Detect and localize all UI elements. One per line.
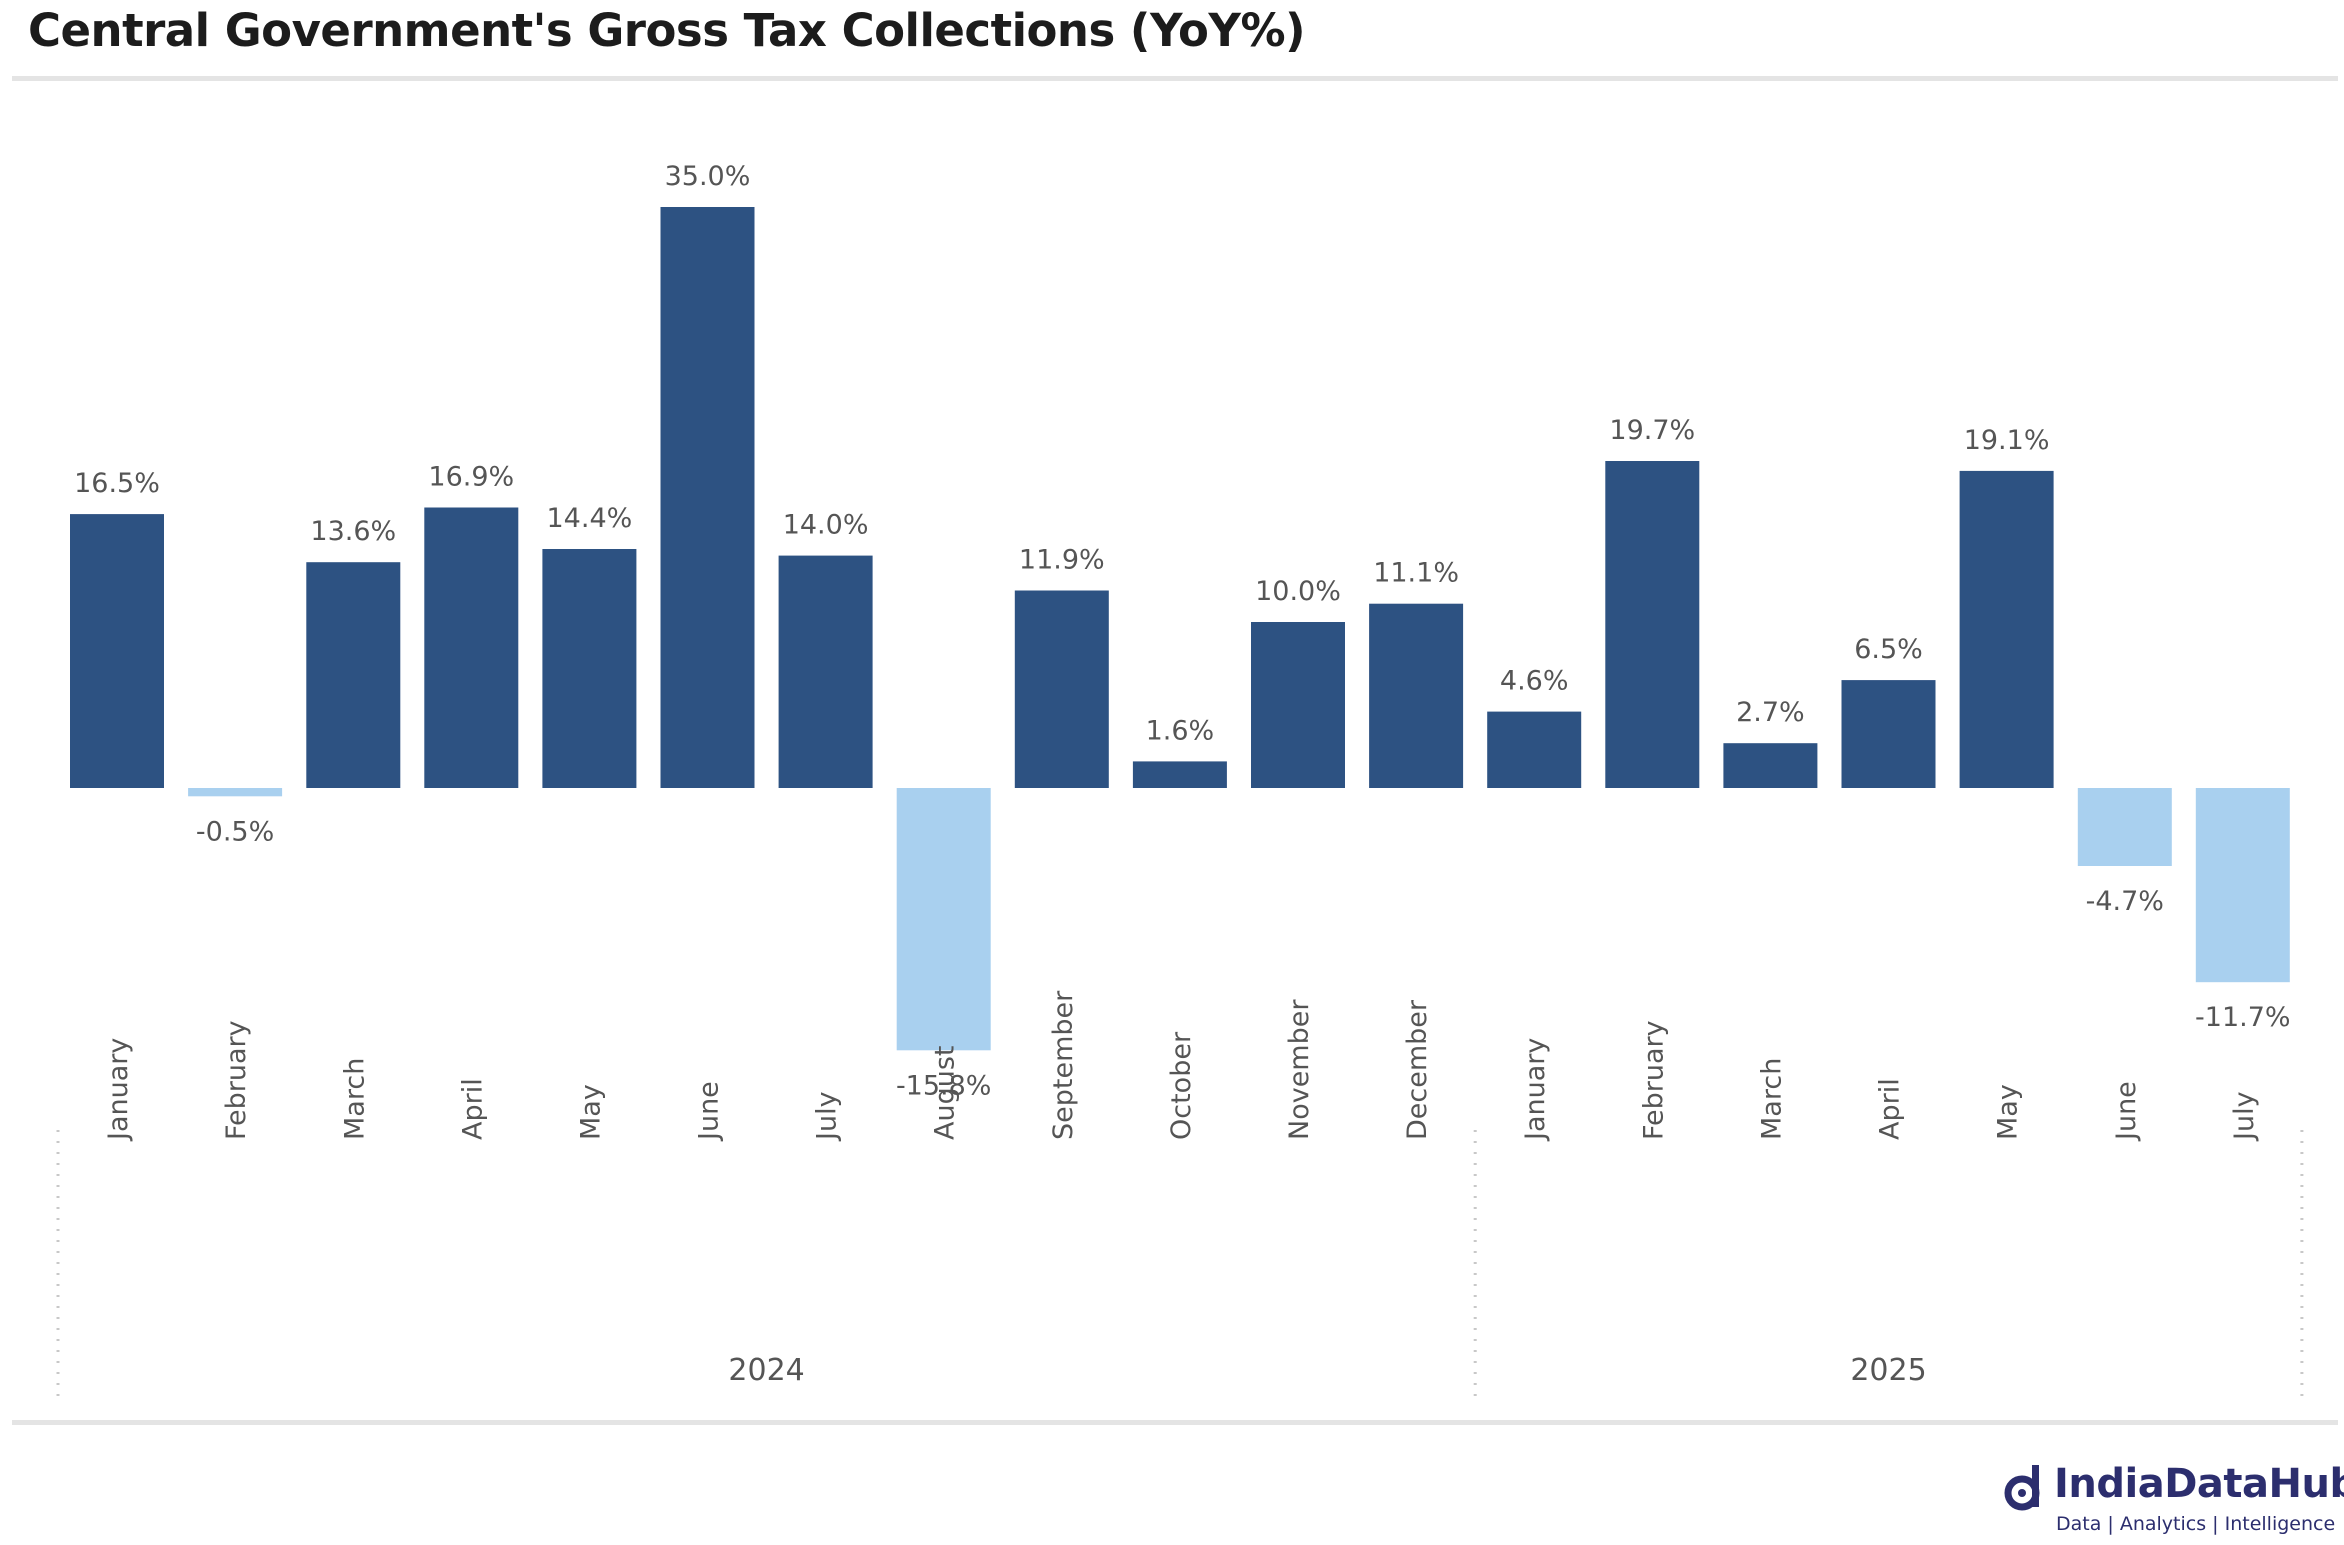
bar (1959, 470, 2054, 788)
category-label: March (339, 1058, 370, 1140)
bar (1723, 743, 1818, 788)
data-label: 6.5% (1854, 634, 1923, 665)
category-label: November (1284, 999, 1315, 1140)
category-label: September (1048, 990, 1079, 1140)
bar (2195, 788, 2290, 983)
group-label: 2025 (1850, 1353, 1926, 1388)
category-label: May (575, 1084, 606, 1140)
bar (2077, 788, 2172, 866)
bar (896, 788, 991, 1051)
category-label: July (812, 1091, 843, 1142)
brand-tagline: Data | Analytics | Intelligence (2056, 1513, 2336, 1535)
bar (1014, 590, 1109, 788)
data-label: 11.1% (1373, 558, 1459, 589)
data-label: 1.6% (1146, 715, 1215, 746)
data-label: -15.8% (896, 1070, 992, 1101)
bar (1369, 603, 1464, 788)
data-label: 16.5% (74, 468, 160, 499)
indiadatahub-logo-icon (2004, 1465, 2040, 1511)
data-label: 35.0% (665, 161, 751, 192)
category-label: July (2229, 1091, 2260, 1142)
category-label: January (1520, 1038, 1551, 1142)
data-label: 14.0% (783, 510, 869, 541)
bar-chart: 16.5% January -0.5% February 13.6% March 16.9%… (56, 161, 2304, 1402)
bottom-divider (12, 1420, 2338, 1425)
category-label: June (694, 1081, 725, 1142)
data-label: 11.9% (1019, 545, 1105, 576)
category-label: March (1756, 1058, 1787, 1140)
brand-name: IndiaDataHub (2054, 1461, 2344, 1507)
bar (306, 562, 401, 788)
top-divider (12, 76, 2338, 81)
bar (778, 555, 873, 788)
category-label: June (2111, 1081, 2142, 1142)
data-label: 4.6% (1500, 666, 1569, 697)
data-label: 16.9% (428, 462, 514, 493)
data-label: 19.1% (1964, 425, 2050, 456)
bar (1132, 761, 1227, 788)
category-label: February (1638, 1020, 1669, 1140)
bar (1605, 461, 1700, 788)
bar (1841, 680, 1936, 788)
bar (1487, 711, 1582, 788)
data-label: 2.7% (1736, 697, 1805, 728)
category-label: May (1993, 1084, 2024, 1140)
bar (70, 514, 164, 788)
bar (1251, 622, 1345, 788)
data-label: -11.7% (2195, 1002, 2291, 1033)
category-label: December (1402, 999, 1433, 1140)
group-label: 2024 (728, 1353, 804, 1388)
bar (188, 788, 283, 797)
category-label: January (103, 1038, 134, 1142)
data-label: 13.6% (310, 516, 396, 547)
category-label: April (457, 1078, 488, 1140)
data-label: -4.7% (2086, 886, 2164, 917)
category-label: April (1875, 1078, 1906, 1140)
page-title: Central Government's Gross Tax Collectio… (28, 4, 1306, 57)
bar (660, 207, 755, 788)
data-label: 10.0% (1255, 576, 1341, 607)
data-label: -0.5% (196, 816, 274, 847)
data-label: 14.4% (547, 503, 633, 534)
category-label: August (930, 1046, 961, 1141)
category-label: February (221, 1020, 252, 1140)
data-label: 19.7% (1609, 415, 1695, 446)
category-label: October (1166, 1031, 1197, 1140)
bar (424, 507, 519, 788)
bar (542, 549, 637, 788)
